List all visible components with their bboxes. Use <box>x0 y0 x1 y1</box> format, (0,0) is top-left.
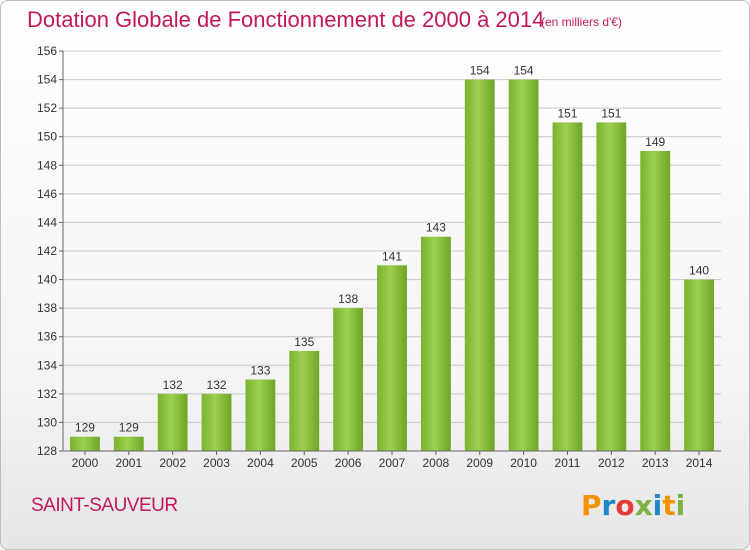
y-tick-label: 132 <box>37 387 57 401</box>
x-tick-label: 2002 <box>159 456 186 470</box>
bar-value-label: 135 <box>294 335 314 349</box>
y-tick-label: 156 <box>37 44 57 58</box>
bar-value-label: 141 <box>382 249 402 263</box>
y-tick-label: 130 <box>37 415 57 429</box>
x-tick-label: 2014 <box>686 456 713 470</box>
bar-value-label: 133 <box>250 364 270 378</box>
y-tick-label: 138 <box>37 301 57 315</box>
axis-layer: 128 130 132 134 136 138 140 142 144 146 148 150 152 1… <box>37 44 721 470</box>
bar-value-label: 149 <box>645 135 665 149</box>
x-tick-label: 2010 <box>510 456 537 470</box>
bar <box>113 436 144 451</box>
x-tick-label: 2012 <box>598 456 625 470</box>
bar-value-label: 129 <box>119 421 139 435</box>
y-tick-label: 136 <box>37 330 57 344</box>
bar <box>157 393 188 451</box>
bar <box>377 265 407 451</box>
x-tick-label: 2003 <box>203 456 230 470</box>
logo-letter: i <box>675 489 686 522</box>
logo-letter: o <box>615 489 635 522</box>
bar <box>201 393 232 451</box>
bar-value-label: 154 <box>514 64 534 78</box>
bar <box>333 308 364 451</box>
bar <box>420 236 451 451</box>
x-tick-label: 2004 <box>247 456 274 470</box>
logo-letter: r <box>601 489 616 522</box>
bar-value-label: 138 <box>338 292 358 306</box>
logo-letter: x <box>634 489 653 522</box>
x-tick-label: 2001 <box>115 456 142 470</box>
y-tick-label: 140 <box>37 273 57 287</box>
bar-layer: 129 129 132 132 133 135 138 141 143 154 154 151 151 1… <box>70 64 714 452</box>
bar <box>508 79 539 452</box>
bar-value-label: 132 <box>163 378 183 392</box>
bar <box>464 79 495 452</box>
y-tick-label: 146 <box>37 187 57 201</box>
bar <box>245 379 276 451</box>
y-tick-label: 152 <box>37 101 57 115</box>
y-tick-label: 148 <box>37 158 57 172</box>
x-tick-label: 2011 <box>555 456 581 470</box>
bar <box>552 122 583 451</box>
x-tick-label: 2000 <box>72 456 99 470</box>
bar-value-label: 151 <box>557 106 577 120</box>
bar-value-label: 154 <box>470 64 490 78</box>
chart-title: Dotation Globale de Fonctionnement de 20… <box>27 7 545 32</box>
bar <box>596 122 627 451</box>
logo-letter: t <box>662 489 676 522</box>
x-tick-label: 2007 <box>379 456 406 470</box>
y-tick-label: 150 <box>37 130 57 144</box>
x-tick-label: 2008 <box>423 456 450 470</box>
bar <box>640 151 671 451</box>
proxiti-logo: Proxiti <box>581 489 685 522</box>
bar-value-label: 132 <box>207 378 227 392</box>
logo-letter: P <box>581 489 602 522</box>
y-tick-label: 128 <box>37 444 57 458</box>
bar <box>289 351 320 451</box>
x-tick-label: 2006 <box>335 456 362 470</box>
commune-name: SAINT-SAUVEUR <box>31 495 178 516</box>
bar-value-label: 129 <box>75 421 95 435</box>
chart-unit: (en milliers d'€) <box>541 15 622 29</box>
logo-letter: i <box>652 489 663 522</box>
x-tick-label: 2005 <box>291 456 318 470</box>
bar-value-label: 143 <box>426 221 446 235</box>
y-tick-label: 134 <box>37 358 57 372</box>
bar <box>70 436 100 451</box>
bar <box>684 279 714 451</box>
y-tick-label: 154 <box>37 73 57 87</box>
x-tick-label: 2009 <box>466 456 493 470</box>
x-tick-label: 2013 <box>642 456 669 470</box>
bar-value-label: 151 <box>601 106 621 120</box>
bar-value-label: 140 <box>689 264 709 278</box>
y-tick-label: 142 <box>37 244 57 258</box>
y-tick-label: 144 <box>37 215 57 229</box>
